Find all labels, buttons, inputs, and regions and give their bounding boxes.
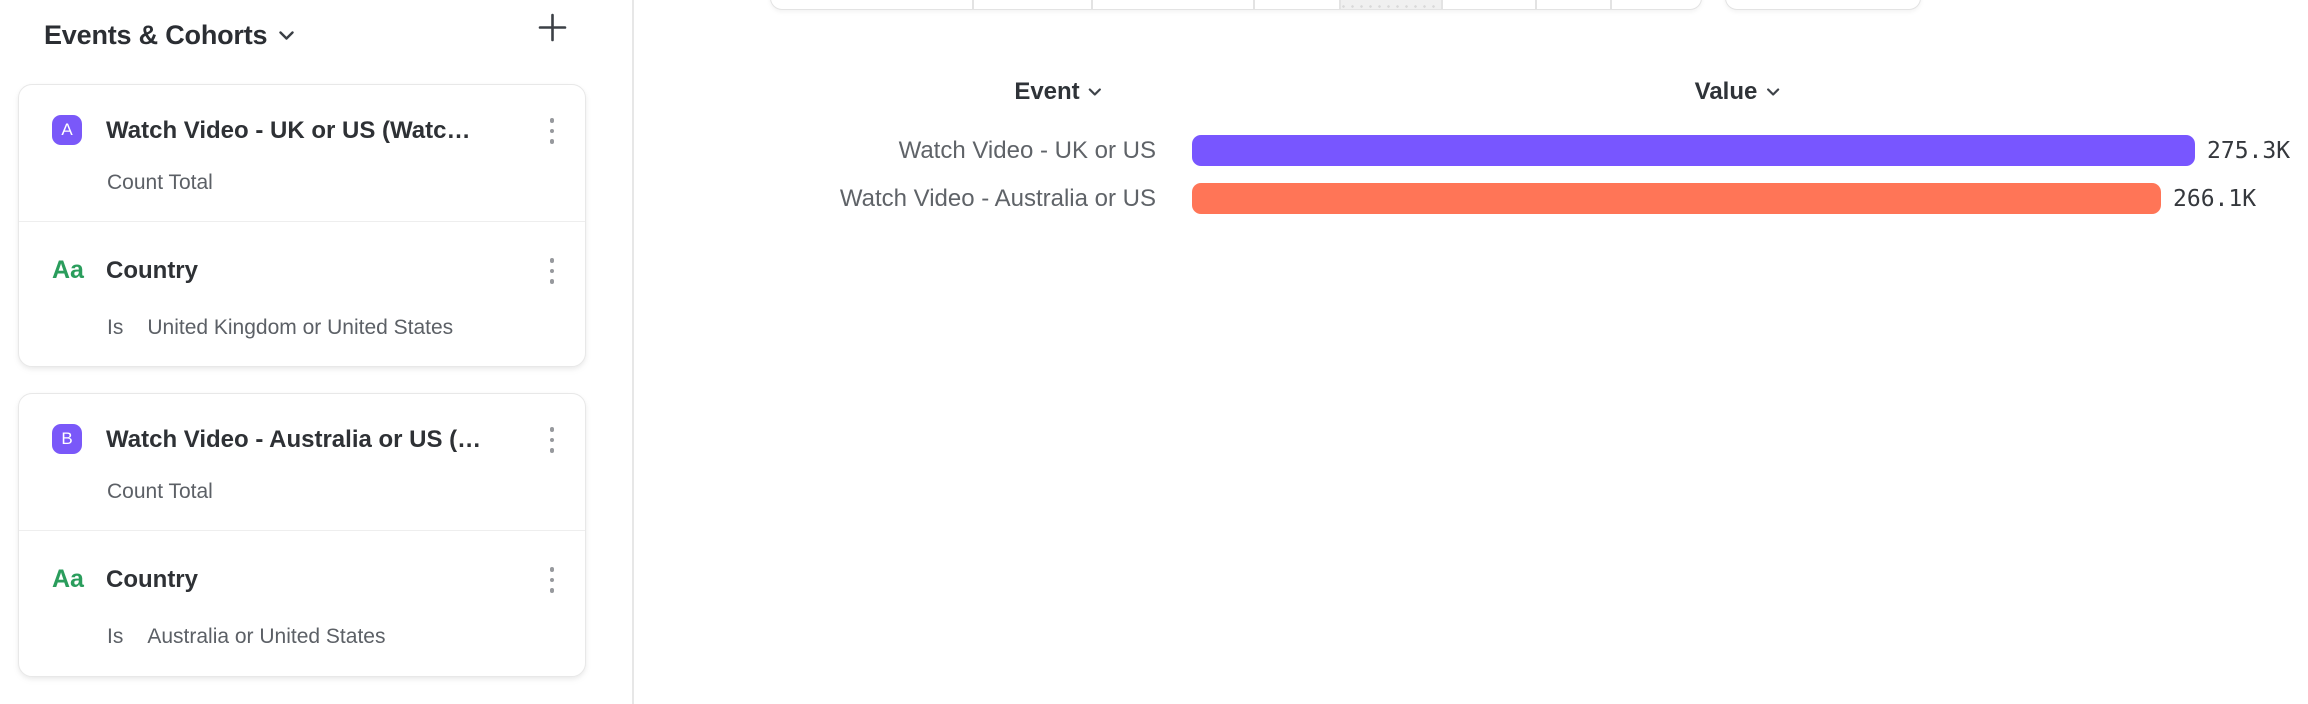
segment-divider: [1535, 0, 1537, 9]
filter-property-name[interactable]: Country: [106, 257, 198, 284]
event-column-label: Event: [1014, 78, 1080, 105]
bar-row: Watch Video - Australia or US 266.1K: [634, 183, 2308, 214]
value-column-label: Value: [1694, 78, 1758, 105]
bar-category-label: Watch Video - UK or US: [898, 137, 1156, 164]
events-cohorts-panel: Events & Cohorts A Watch Video - UK or U…: [0, 0, 634, 704]
segment-divider: [1339, 0, 1341, 9]
panel-divider: [632, 0, 634, 704]
event-title[interactable]: Watch Video - Australia or US (…: [106, 426, 482, 453]
kebab-menu-icon[interactable]: [535, 253, 569, 289]
text-property-icon: Aa: [52, 256, 84, 284]
panel-title-dropdown[interactable]: Events & Cohorts: [44, 19, 295, 51]
toolbar-button-group[interactable]: [1725, 0, 1921, 10]
segment-divider: [1441, 0, 1443, 9]
segment-divider: [1610, 0, 1612, 9]
filter-operator[interactable]: Is: [107, 316, 124, 339]
filter-property-name[interactable]: Country: [106, 566, 198, 593]
add-event-button[interactable]: [529, 4, 575, 50]
event-group-card: A Watch Video - UK or US (Watc… Count To…: [18, 84, 586, 367]
kebab-menu-icon[interactable]: [535, 562, 569, 598]
chart-area: Event Value Watch Video - UK or US 275.3K…: [634, 0, 2308, 704]
bar-value: 275.3K: [2207, 138, 2291, 164]
event-aggregation[interactable]: Count Total: [107, 171, 213, 194]
bar[interactable]: [1192, 183, 2161, 214]
filter-row[interactable]: Aa Country Is United Kingdom or United S…: [19, 221, 585, 367]
event-aggregation[interactable]: Count Total: [107, 480, 213, 503]
chart-type-toolbar[interactable]: [770, 0, 1702, 10]
event-badge: B: [52, 424, 82, 454]
event-row[interactable]: B Watch Video - Australia or US (… Count…: [19, 394, 585, 530]
filter-operator[interactable]: Is: [107, 625, 124, 648]
event-title[interactable]: Watch Video - UK or US (Watc…: [106, 117, 471, 144]
segment-divider: [1253, 0, 1255, 9]
kebab-menu-icon[interactable]: [535, 422, 569, 458]
segment-divider: [972, 0, 974, 9]
chevron-down-icon: [1766, 88, 1779, 96]
panel-header: Events & Cohorts: [44, 14, 603, 56]
segment-divider: [1091, 0, 1093, 9]
chevron-down-icon: [279, 30, 295, 40]
text-property-icon: Aa: [52, 565, 84, 593]
value-column-header[interactable]: Value: [1695, 78, 1780, 106]
bar-row: Watch Video - UK or US 275.3K: [634, 135, 2308, 166]
filter-value[interactable]: United Kingdom or United States: [147, 316, 454, 339]
event-column-header[interactable]: Event: [1014, 78, 1102, 106]
chevron-down-icon: [1089, 88, 1102, 96]
event-badge: A: [52, 115, 82, 145]
chart-type-segment-selected[interactable]: [1339, 0, 1441, 9]
bar-value: 266.1K: [2173, 186, 2257, 212]
filter-row[interactable]: Aa Country Is Australia or United States: [19, 530, 585, 676]
bar[interactable]: [1192, 135, 2195, 166]
filter-value[interactable]: Australia or United States: [147, 625, 386, 648]
kebab-menu-icon[interactable]: [535, 113, 569, 149]
panel-title: Events & Cohorts: [44, 19, 268, 50]
plus-icon: [537, 12, 568, 43]
event-row[interactable]: A Watch Video - UK or US (Watc… Count To…: [19, 85, 585, 221]
bar-category-label: Watch Video - Australia or US: [839, 185, 1156, 212]
event-group-card: B Watch Video - Australia or US (… Count…: [18, 393, 586, 677]
